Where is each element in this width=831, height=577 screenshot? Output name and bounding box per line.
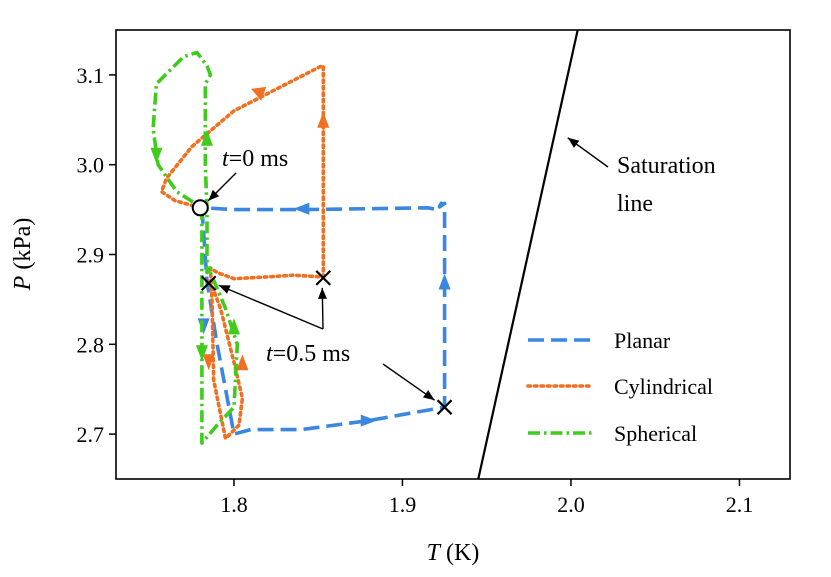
annotation-t0-label: t=0 ms (222, 146, 288, 172)
series-arrow-cylindrical (317, 111, 330, 128)
series-arrow-planar (438, 273, 451, 290)
y-tick-label: 2.9 (77, 243, 105, 268)
t0-marker (191, 199, 209, 217)
plot-frame (115, 29, 791, 480)
saturation-annotation-arrow-head (567, 137, 580, 148)
series-line-spherical (151, 50, 240, 445)
t05-marker-3 (436, 399, 453, 415)
y-tick-label: 2.8 (77, 332, 105, 357)
series-line-cylindrical (159, 64, 326, 441)
t05-annotation-arrow-2-head (317, 287, 327, 299)
x-tick-label: 2.1 (726, 492, 754, 517)
y-tick-label: 2.7 (77, 422, 105, 447)
x-tick-label: 1.8 (220, 492, 248, 517)
series-arrow-spherical (227, 318, 240, 335)
t05-annotation-arrow-3-head (422, 390, 435, 401)
t0-annotation-arrow-head (208, 189, 220, 201)
series-arrow-cylindrical (251, 86, 267, 101)
legend-label-cylindrical: Cylindrical (614, 374, 713, 399)
series-layer (150, 50, 451, 445)
x-tick-label: 1.9 (389, 492, 417, 517)
saturation-label-line1: Saturation (617, 153, 716, 179)
y-tick-label: 3.0 (77, 153, 105, 178)
t05-marker-2 (315, 270, 332, 286)
legend: Planar Cylindrical Spherical (526, 328, 713, 446)
t05-annotation-arrow-1-head (218, 285, 231, 294)
series-arrow-planar (293, 202, 310, 215)
series-arrow-cylindrical (202, 354, 215, 371)
t05-marker-1 (200, 275, 217, 292)
t05-annotation-arrow-1-line (218, 284, 324, 330)
x-tick-label: 2.0 (557, 492, 585, 517)
x-axis-label: T (K) (427, 540, 480, 566)
saturation-layer (477, 29, 579, 480)
series-arrow-spherical (195, 345, 208, 362)
series-arrow-spherical (200, 129, 213, 146)
series-arrow-cylindrical (236, 354, 249, 371)
legend-label-spherical: Spherical (614, 421, 697, 446)
legend-label-planar: Planar (614, 328, 671, 353)
series-arrow-planar (360, 414, 377, 427)
y-tick-label: 3.1 (77, 63, 105, 88)
annotation-layer (191, 137, 609, 415)
y-axis-label: P (kPa) (10, 218, 36, 292)
annotation-t05-label: t=0.5 ms (266, 341, 350, 367)
ticks-layer: 1.8 1.9 2.0 2.1 2.7 2.8 2.9 3.0 3.1 (77, 63, 754, 517)
saturation-line (477, 29, 579, 480)
series-arrow-spherical (150, 147, 163, 164)
saturation-label-line2: line (617, 191, 653, 217)
